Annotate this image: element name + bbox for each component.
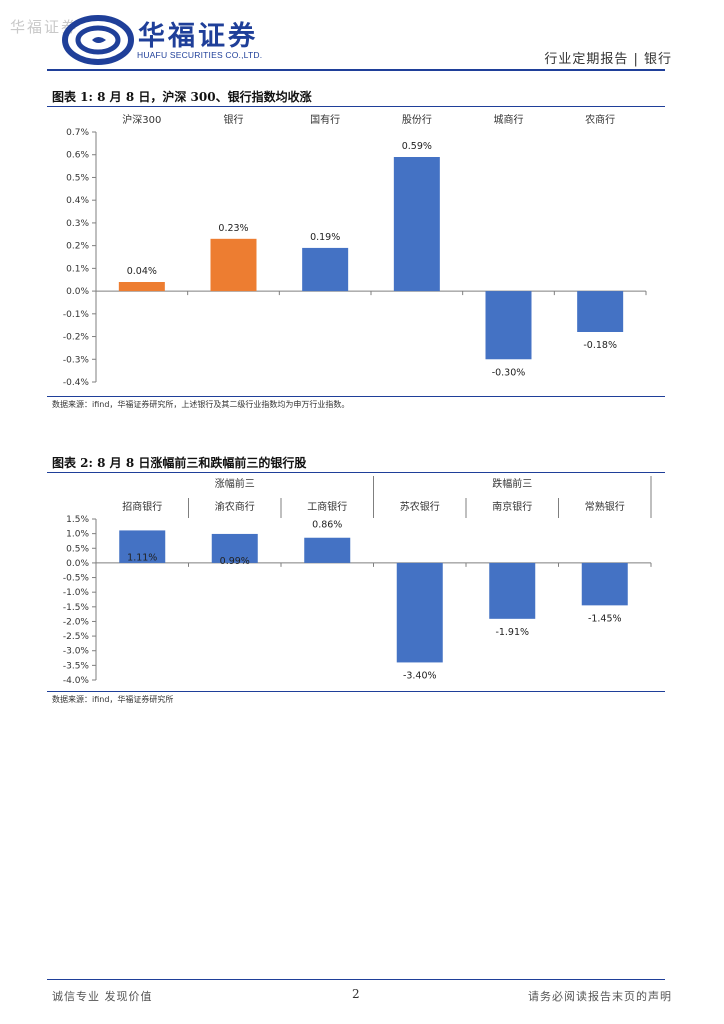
y-tick-label: -0.2% [63, 333, 90, 343]
y-tick-label: -4.0% [63, 676, 90, 686]
y-tick-label: 0.7% [66, 128, 89, 138]
data-label: -1.91% [495, 627, 529, 638]
bar [485, 291, 532, 360]
data-label: -1.45% [588, 613, 622, 624]
data-label: 0.99% [220, 556, 250, 567]
bar [393, 157, 440, 292]
data-label: -0.30% [492, 367, 526, 378]
y-tick-label: 1.5% [66, 515, 89, 525]
data-label: 0.59% [402, 141, 432, 152]
y-tick-label: 0.5% [66, 544, 89, 554]
bar [396, 562, 443, 663]
y-tick-label: 0.2% [66, 242, 89, 252]
report-type-label: 行业定期报告 | 银行 [544, 52, 672, 67]
y-tick-label: -2.5% [63, 632, 90, 642]
y-tick-label: -0.3% [63, 355, 90, 365]
data-label: -0.18% [583, 340, 617, 351]
logo-chinese-name: 华福证券 [138, 21, 258, 52]
bar [304, 537, 351, 563]
y-tick-label: 0.4% [66, 196, 89, 206]
data-label: 0.19% [310, 232, 340, 243]
category-label: 国有行 [310, 113, 340, 126]
category-label: 常熟银行 [585, 500, 625, 513]
bar [489, 562, 536, 619]
y-tick-label: 0.5% [66, 173, 89, 183]
bar [302, 247, 349, 292]
data-label: 1.11% [127, 552, 157, 563]
page-number: 2 [352, 987, 360, 1001]
y-tick-label: 0.0% [66, 559, 89, 569]
figure2-title: 图表 2: 8 月 8 日涨幅前三和跌幅前三的银行股 [52, 456, 307, 470]
figure2-bottom-rule [47, 691, 665, 692]
y-tick-label: -3.5% [63, 661, 90, 671]
footer-disclaimer: 请务必阅读报告末页的声明 [528, 990, 672, 1003]
bar [577, 291, 624, 332]
watermark-text: 华福证券 [10, 18, 79, 36]
bar [210, 238, 257, 292]
category-label: 招商银行 [122, 500, 162, 513]
y-tick-label: -1.5% [63, 603, 90, 613]
category-label: 农商行 [585, 113, 615, 126]
y-tick-label: 0.0% [66, 287, 89, 297]
footer-divider [47, 979, 665, 980]
category-label: 股份行 [402, 113, 432, 126]
category-label: 工商银行 [307, 500, 347, 513]
y-tick-label: 0.3% [66, 219, 89, 229]
footer-slogan: 诚信专业 发现价值 [52, 990, 153, 1003]
y-tick-label: 0.6% [66, 151, 89, 161]
y-tick-label: -3.0% [63, 647, 90, 657]
figure1-top-rule [47, 106, 665, 107]
group-label: 涨幅前三 [215, 477, 255, 490]
category-label: 苏农银行 [400, 500, 440, 513]
data-label: 0.23% [218, 223, 248, 234]
category-label: 银行 [224, 113, 244, 126]
y-tick-label: -0.1% [63, 310, 90, 320]
data-label: -3.40% [403, 670, 437, 681]
figure2-chart: 涨幅前三 跌幅前三 1.5% 1.0% 0.5% 0.0% -0.5% -1.0% -1.5% -… [63, 476, 652, 686]
category-label: 沪深300 [122, 113, 161, 126]
logo-english-name: HUAFU SECURITIES CO.,LTD. [137, 50, 263, 60]
y-tick-label: -0.4% [63, 378, 90, 388]
bar [581, 562, 628, 606]
bar [119, 530, 166, 563]
y-tick-label: -1.0% [63, 588, 90, 598]
figure1-chart: 0.7% 0.6% 0.5% 0.4% 0.3% 0.2% 0.1% 0.0% -0.1% -0.… [63, 113, 647, 388]
figure2-top-rule [47, 472, 665, 473]
bar [211, 533, 258, 563]
category-label: 城商行 [494, 113, 524, 126]
company-logo-icon [62, 15, 134, 65]
bar [118, 282, 165, 292]
y-tick-label: 0.1% [66, 264, 89, 274]
group-label: 跌幅前三 [492, 477, 532, 490]
y-tick-label: -0.5% [63, 574, 90, 584]
figure2-source: 数据来源：ifind，华福证券研究所 [52, 695, 174, 704]
figure1-source: 数据来源：ifind，华福证券研究所，上述银行及其二级行业指数均为申万行业指数。 [52, 400, 350, 409]
figure1-bottom-rule [47, 396, 665, 397]
data-label: 0.04% [127, 266, 157, 277]
header-divider [47, 69, 665, 71]
category-label: 渝农商行 [215, 500, 255, 513]
figure1-title: 图表 1: 8 月 8 日，沪深 300、银行指数均收涨 [52, 90, 312, 104]
category-label: 南京银行 [492, 500, 532, 513]
data-label: 0.86% [312, 520, 342, 531]
y-tick-label: -2.0% [63, 617, 90, 627]
y-tick-label: 1.0% [66, 530, 89, 540]
